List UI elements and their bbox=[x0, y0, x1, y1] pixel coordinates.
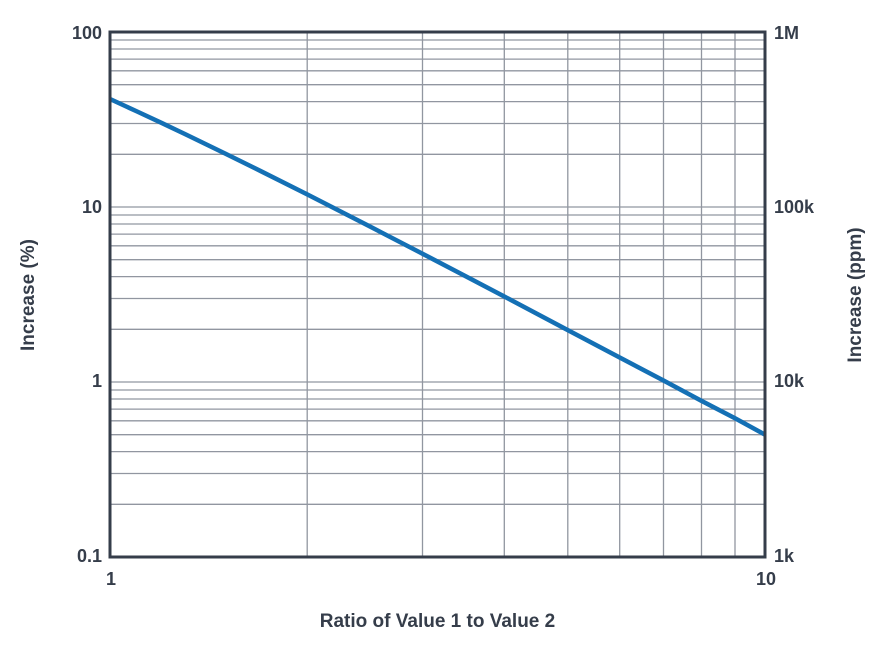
y-left-tick-100: 100 bbox=[71, 23, 102, 43]
x-tick-10: 10 bbox=[755, 569, 777, 589]
y-left-tick-1: 1 bbox=[91, 371, 102, 391]
y-right-tick-10k: 10k bbox=[774, 371, 805, 391]
y-axis-label-left: Increase (%) bbox=[18, 239, 39, 351]
gridlines-vertical bbox=[306, 32, 736, 557]
y-right-tick-1k: 1k bbox=[774, 546, 795, 566]
gridlines-horizontal bbox=[110, 39, 765, 505]
y-left-tick-0.1: 0.1 bbox=[76, 546, 102, 566]
series-increase-line bbox=[109, 96, 767, 437]
y-right-tick-100k: 100k bbox=[774, 197, 815, 217]
y-right-tick-1M: 1M bbox=[774, 23, 800, 43]
y-left-tick-10: 10 bbox=[81, 197, 102, 217]
y-axis-label-right: Increase (ppm) bbox=[845, 227, 866, 363]
plot-frame bbox=[108, 30, 767, 559]
x-axis-label: Ratio of Value 1 to Value 2 bbox=[319, 611, 556, 632]
x-tick-1: 1 bbox=[105, 569, 117, 589]
